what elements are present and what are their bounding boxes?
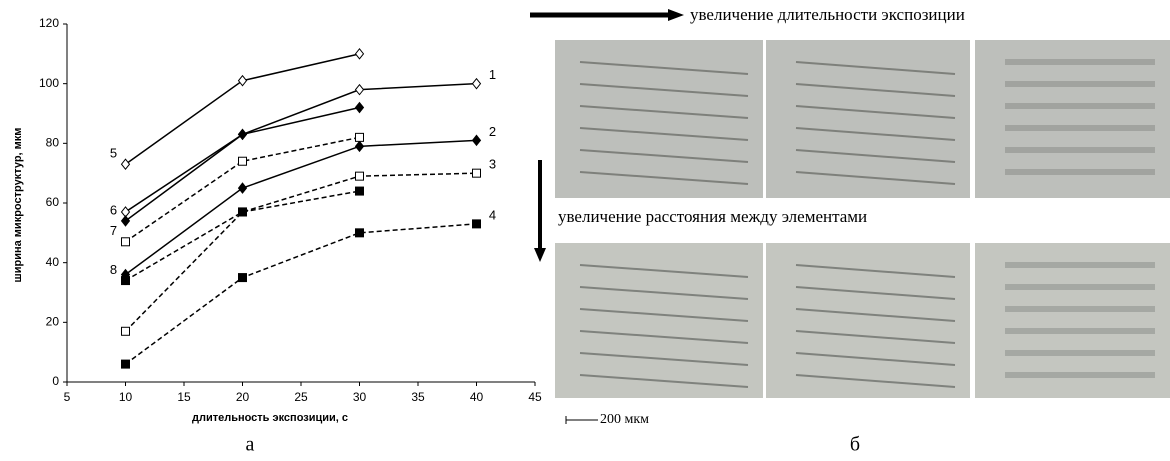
- series-label: 8: [110, 262, 117, 277]
- x-tick-label: 10: [119, 390, 133, 404]
- x-tick-label: 35: [411, 390, 425, 404]
- x-tick-label: 5: [64, 390, 71, 404]
- marker: [239, 274, 247, 282]
- series-line: [126, 84, 477, 212]
- y-tick-label: 20: [46, 315, 60, 329]
- marker: [239, 183, 247, 193]
- arrow-text: увеличение длительности экспозиции: [690, 5, 965, 24]
- x-tick-label: 30: [353, 390, 367, 404]
- marker: [122, 238, 130, 246]
- panel-label: а: [246, 434, 255, 456]
- y-tick-label: 40: [46, 255, 60, 269]
- y-tick-label: 80: [46, 136, 60, 150]
- x-tick-label: 25: [294, 390, 308, 404]
- marker: [356, 103, 364, 113]
- series-label: 3: [489, 157, 496, 172]
- marker: [356, 133, 364, 141]
- marker: [239, 76, 247, 86]
- marker: [356, 49, 364, 59]
- x-tick-label: 45: [528, 390, 542, 404]
- marker: [239, 208, 247, 216]
- marker: [239, 157, 247, 165]
- series-label: 6: [110, 202, 117, 217]
- arrow-head: [534, 248, 546, 262]
- x-tick-label: 15: [177, 390, 191, 404]
- series-label: 2: [489, 124, 496, 139]
- marker: [473, 135, 481, 145]
- marker: [122, 159, 130, 169]
- marker: [239, 129, 247, 139]
- series-line: [126, 173, 477, 331]
- micrograph: [555, 40, 763, 198]
- marker: [473, 79, 481, 89]
- series-label: 4: [489, 207, 496, 222]
- marker: [356, 172, 364, 180]
- marker: [356, 141, 364, 151]
- marker: [122, 216, 130, 226]
- marker: [356, 187, 364, 195]
- y-tick-label: 100: [39, 76, 59, 90]
- y-tick-label: 0: [52, 374, 59, 388]
- series-label: 5: [110, 146, 117, 161]
- marker: [473, 220, 481, 228]
- scale-bar-text: 200 мкм: [600, 412, 649, 427]
- arrow-head: [668, 9, 684, 21]
- series-line: [126, 191, 360, 281]
- y-tick-label: 60: [46, 195, 60, 209]
- marker: [473, 169, 481, 177]
- arrow-text: увеличение расстояния между элементами: [558, 207, 867, 226]
- y-axis-label: ширина микроструктур, мкм: [12, 128, 24, 283]
- figure: длительность экспозиции, с ширина микрос…: [0, 0, 1170, 456]
- micrograph: [766, 40, 970, 198]
- x-tick-label: 40: [470, 390, 484, 404]
- series-line: [126, 54, 360, 164]
- series-label: 1: [489, 67, 496, 82]
- y-tick-label: 120: [39, 16, 59, 30]
- marker: [356, 229, 364, 237]
- x-tick-label: 20: [236, 390, 250, 404]
- marker: [122, 327, 130, 335]
- marker: [122, 360, 130, 368]
- series-line: [126, 224, 477, 364]
- marker: [122, 277, 130, 285]
- marker: [356, 85, 364, 95]
- x-axis-label: длительность экспозиции, с: [192, 412, 348, 424]
- panel-label: б: [850, 434, 860, 456]
- series-label: 7: [110, 223, 117, 238]
